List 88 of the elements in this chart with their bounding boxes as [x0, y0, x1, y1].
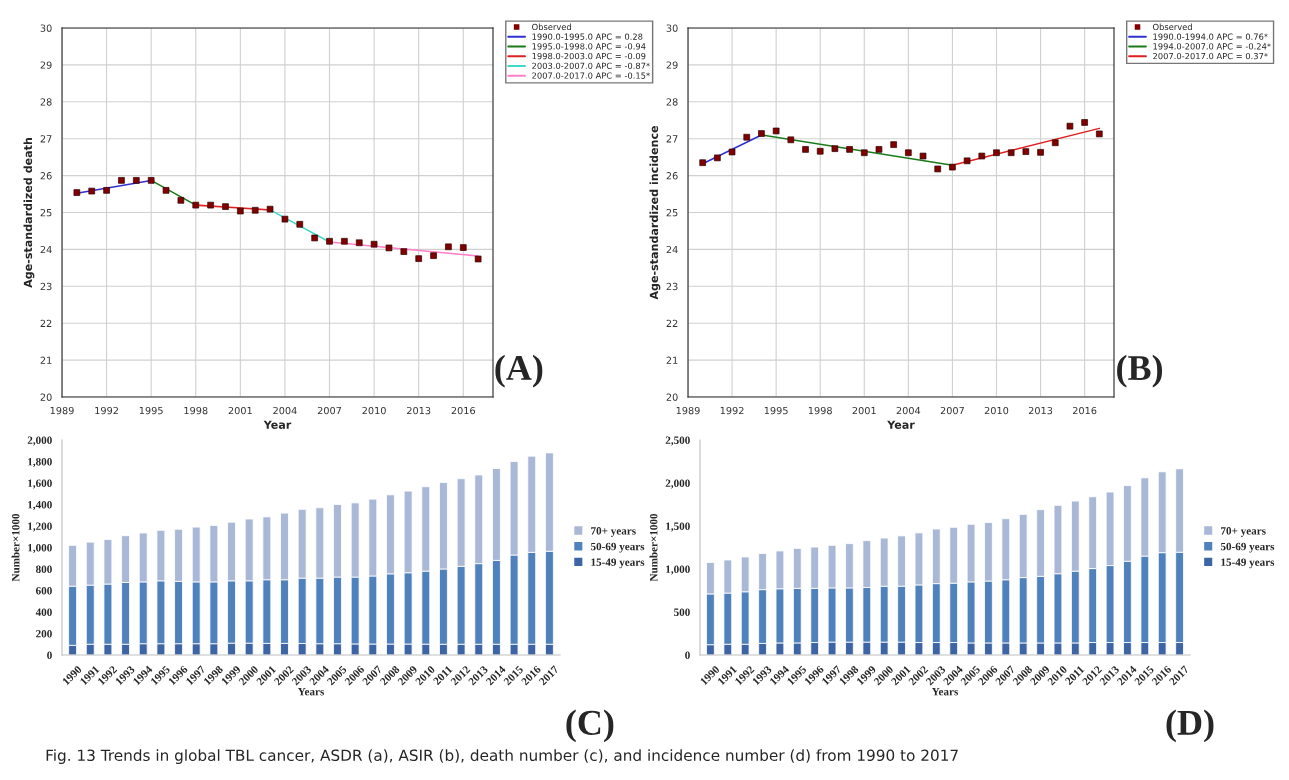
y-tick-label: 30	[666, 24, 678, 32]
legend-label: 15-49 years	[1221, 558, 1275, 569]
x-tick-label: 2001	[852, 406, 876, 415]
y-tick-label: 2,000	[665, 479, 690, 489]
x-tick-label: 2010	[984, 406, 1009, 415]
x-tick-label: 1989	[50, 406, 74, 415]
text: (A)	[495, 354, 543, 388]
y-tick-label: 0	[685, 651, 690, 659]
y-tick-label: 26	[40, 172, 52, 180]
y-axis-title: Number×1000	[649, 513, 658, 582]
legend-label: 2007.0-2017.0 APC = -0.15*	[532, 72, 650, 79]
x-axis-title: Year	[887, 420, 915, 429]
x-tick-label: 1995	[764, 406, 788, 415]
y-tick-label: 22	[40, 319, 52, 327]
y-axis-title: Number×1000	[11, 513, 20, 582]
y-tick-label: 29	[666, 61, 678, 69]
y-tick-label: 28	[666, 98, 678, 106]
legend-label: 2007.0-2017.0 APC = 0.37*	[1153, 52, 1268, 60]
legend-label: Observed	[532, 23, 571, 31]
legend-label: 50-69 years	[1220, 542, 1275, 553]
y-tick-label: 29	[40, 61, 52, 69]
x-tick-label: 2013	[1028, 406, 1053, 415]
x-axis-title: Years	[297, 687, 324, 696]
y-tick-label: 800	[35, 565, 52, 573]
y-tick-label: 20	[666, 393, 678, 401]
legend-label: 70+ years	[1221, 527, 1266, 537]
x-tick-label: 2016	[1072, 406, 1097, 415]
x-tick-label: 2016	[451, 406, 476, 415]
legend-label: Observed	[1152, 23, 1192, 31]
y-tick-label: 27	[666, 135, 678, 143]
text: (B)	[1117, 354, 1163, 388]
x-tick-label: 1989	[676, 406, 700, 415]
legend-label: 1990.0-1994.0 APC = 0.76*	[1153, 33, 1268, 40]
y-axis-title: Age-standardized incidence	[649, 125, 661, 300]
y-tick-label: 1,600	[28, 479, 52, 489]
x-tick-label: 2010	[362, 406, 386, 415]
y-tick-label: 21	[666, 356, 678, 364]
y-tick-label: 28	[40, 98, 52, 106]
text: (C)	[566, 709, 614, 743]
y-tick-label: 600	[35, 586, 52, 595]
y-tick-label: 1,800	[28, 457, 52, 468]
x-tick-label: 2007	[940, 406, 964, 415]
x-tick-label: 2001	[228, 406, 252, 415]
legend-label: 1998.0-2003.0 APC = -0.09	[532, 52, 646, 60]
y-tick-label: 500	[674, 608, 690, 616]
y-tick-label: 1,000	[28, 543, 52, 554]
legend-label: 1990.0-1995.0 APC = 0.28	[532, 33, 643, 40]
y-tick-label: 200	[36, 629, 52, 638]
x-tick-label: 2013	[407, 406, 431, 415]
text: (D)	[1166, 709, 1214, 743]
y-tick-label: 2,500	[665, 436, 690, 446]
y-axis-title: Age-standardized death	[23, 137, 35, 288]
y-tick-label: 2,000	[27, 436, 52, 446]
y-tick-label: 25	[666, 208, 678, 217]
x-axis-title: Year	[263, 420, 292, 429]
y-tick-label: 22	[666, 319, 678, 327]
legend-label: 1995.0-1998.0 APC = -0.94	[532, 43, 646, 50]
y-tick-label: 26	[666, 172, 678, 180]
x-tick-label: 1998	[184, 406, 208, 415]
y-tick-label: 23	[40, 282, 52, 291]
x-axis-title: Years	[931, 687, 958, 696]
legend-label: 70+ years	[591, 527, 636, 537]
x-tick-label: 1995	[139, 406, 163, 415]
x-tick-label: 1998	[808, 406, 832, 415]
legend-label: 1994.0-2007.0 APC = -0.24*	[1153, 43, 1271, 50]
x-tick-label: 1992	[95, 406, 118, 415]
x-tick-label: 2004	[273, 406, 297, 415]
y-tick-label: 24	[40, 245, 52, 254]
y-tick-label: 27	[40, 135, 52, 143]
y-tick-label: 0	[47, 651, 52, 659]
x-tick-label: 2004	[896, 406, 921, 415]
caption: Fig. 13 Trends in global TBL cancer, ASDR (a), ASIR (b), death number (c), and incidence number (d) from 1990 to 2017	[46, 749, 958, 764]
y-tick-label: 1,400	[28, 500, 52, 511]
y-tick-label: 30	[40, 24, 52, 32]
y-tick-label: 25	[40, 208, 52, 217]
y-tick-label: 21	[40, 356, 52, 364]
legend-label: 50-69 years	[590, 542, 645, 553]
y-tick-label: 400	[35, 608, 52, 616]
y-tick-label: 20	[40, 393, 52, 401]
x-tick-label: 1992	[720, 406, 744, 415]
y-tick-label: 1,500	[666, 522, 690, 532]
y-tick-label: 23	[666, 282, 678, 291]
y-tick-label: 1,000	[666, 565, 690, 575]
legend-label: 2003.0-2007.0 APC = -0.87*	[532, 62, 650, 69]
y-tick-label: 24	[666, 245, 678, 254]
y-tick-label: 1,200	[28, 522, 52, 532]
x-tick-label: 2007	[317, 406, 342, 415]
legend-label: 15-49 years	[591, 558, 645, 569]
